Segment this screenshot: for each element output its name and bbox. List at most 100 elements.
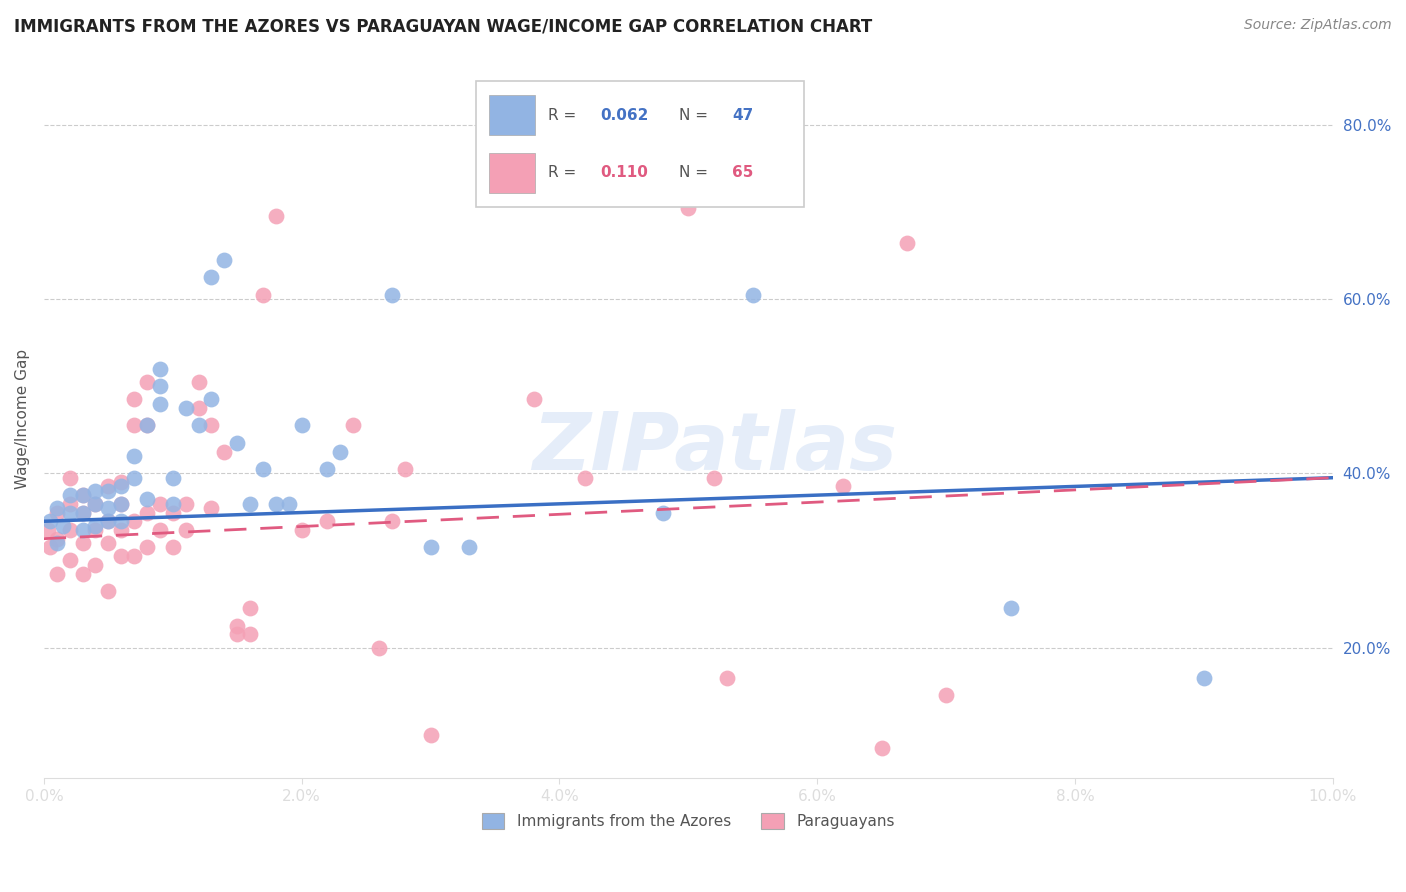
Point — [252, 462, 274, 476]
Point — [162, 497, 184, 511]
Point — [419, 728, 441, 742]
Point — [149, 523, 172, 537]
Point — [136, 418, 159, 433]
Point — [458, 541, 481, 555]
Point — [136, 375, 159, 389]
Point — [419, 541, 441, 555]
Point — [97, 514, 120, 528]
Text: Source: ZipAtlas.com: Source: ZipAtlas.com — [1244, 18, 1392, 32]
Point — [122, 392, 145, 407]
Point — [832, 479, 855, 493]
Point — [122, 471, 145, 485]
Point — [162, 541, 184, 555]
Point — [97, 479, 120, 493]
Point — [72, 566, 94, 581]
Point — [97, 536, 120, 550]
Point — [678, 201, 700, 215]
Point — [342, 418, 364, 433]
Point — [174, 523, 197, 537]
Point — [935, 689, 957, 703]
Point — [200, 501, 222, 516]
Point — [72, 506, 94, 520]
Point — [316, 462, 339, 476]
Point — [122, 418, 145, 433]
Point — [226, 435, 249, 450]
Point — [39, 514, 62, 528]
Point — [149, 397, 172, 411]
Y-axis label: Wage/Income Gap: Wage/Income Gap — [15, 349, 30, 489]
Point — [84, 558, 107, 572]
Point — [84, 518, 107, 533]
Point — [214, 252, 236, 267]
Text: ZIPatlas: ZIPatlas — [531, 409, 897, 487]
Point — [162, 506, 184, 520]
Point — [136, 492, 159, 507]
Point — [45, 501, 67, 516]
Point — [72, 488, 94, 502]
Point — [200, 270, 222, 285]
Point — [110, 475, 132, 489]
Point — [368, 640, 391, 655]
Point — [110, 497, 132, 511]
Point — [200, 418, 222, 433]
Point — [226, 619, 249, 633]
Point — [277, 497, 299, 511]
Point — [149, 361, 172, 376]
Point — [59, 488, 82, 502]
Point — [59, 553, 82, 567]
Legend: Immigrants from the Azores, Paraguayans: Immigrants from the Azores, Paraguayans — [475, 807, 901, 835]
Point — [239, 497, 262, 511]
Point — [59, 497, 82, 511]
Point — [84, 497, 107, 511]
Point — [84, 483, 107, 498]
Point — [97, 501, 120, 516]
Point — [716, 671, 738, 685]
Point — [394, 462, 416, 476]
Point — [97, 483, 120, 498]
Point — [291, 418, 314, 433]
Point — [122, 449, 145, 463]
Point — [45, 532, 67, 546]
Point — [84, 497, 107, 511]
Point — [59, 471, 82, 485]
Point — [381, 514, 404, 528]
Point — [97, 514, 120, 528]
Point — [264, 210, 287, 224]
Point — [45, 506, 67, 520]
Point — [703, 471, 725, 485]
Point — [264, 497, 287, 511]
Point — [316, 514, 339, 528]
Point — [214, 444, 236, 458]
Point — [574, 471, 596, 485]
Point — [110, 523, 132, 537]
Point — [651, 506, 673, 520]
Point — [1192, 671, 1215, 685]
Point — [870, 740, 893, 755]
Point — [187, 375, 209, 389]
Point — [226, 627, 249, 641]
Point — [37, 523, 59, 537]
Point — [45, 536, 67, 550]
Point — [1000, 601, 1022, 615]
Point — [110, 549, 132, 563]
Point — [59, 506, 82, 520]
Point — [52, 518, 75, 533]
Point — [136, 418, 159, 433]
Point — [239, 601, 262, 615]
Point — [291, 523, 314, 537]
Point — [122, 549, 145, 563]
Point — [45, 566, 67, 581]
Point — [72, 506, 94, 520]
Point — [97, 583, 120, 598]
Point — [110, 497, 132, 511]
Point — [122, 514, 145, 528]
Point — [174, 497, 197, 511]
Point — [72, 536, 94, 550]
Point — [149, 497, 172, 511]
Point — [136, 541, 159, 555]
Point — [187, 418, 209, 433]
Point — [239, 627, 262, 641]
Point — [84, 523, 107, 537]
Point — [381, 287, 404, 301]
Point — [72, 523, 94, 537]
